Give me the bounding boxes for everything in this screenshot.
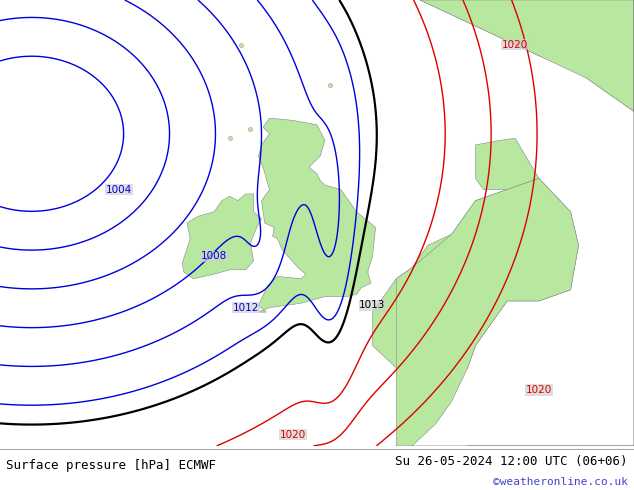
Text: Surface pressure [hPa] ECMWF: Surface pressure [hPa] ECMWF: [6, 459, 216, 472]
Polygon shape: [183, 194, 262, 279]
Text: 1020: 1020: [502, 40, 528, 49]
Text: 1020: 1020: [526, 385, 552, 395]
Text: 1020: 1020: [280, 430, 306, 440]
Text: 1008: 1008: [201, 251, 227, 261]
Text: ©weatheronline.co.uk: ©weatheronline.co.uk: [493, 477, 628, 487]
Polygon shape: [476, 138, 539, 190]
Text: 1013: 1013: [359, 300, 385, 311]
Text: 1012: 1012: [233, 303, 259, 313]
Text: Su 26-05-2024 12:00 UTC (06+06): Su 26-05-2024 12:00 UTC (06+06): [395, 455, 628, 468]
Polygon shape: [259, 118, 375, 312]
Polygon shape: [420, 0, 634, 111]
Polygon shape: [396, 0, 634, 457]
Text: 1004: 1004: [106, 185, 132, 195]
Polygon shape: [373, 178, 579, 401]
